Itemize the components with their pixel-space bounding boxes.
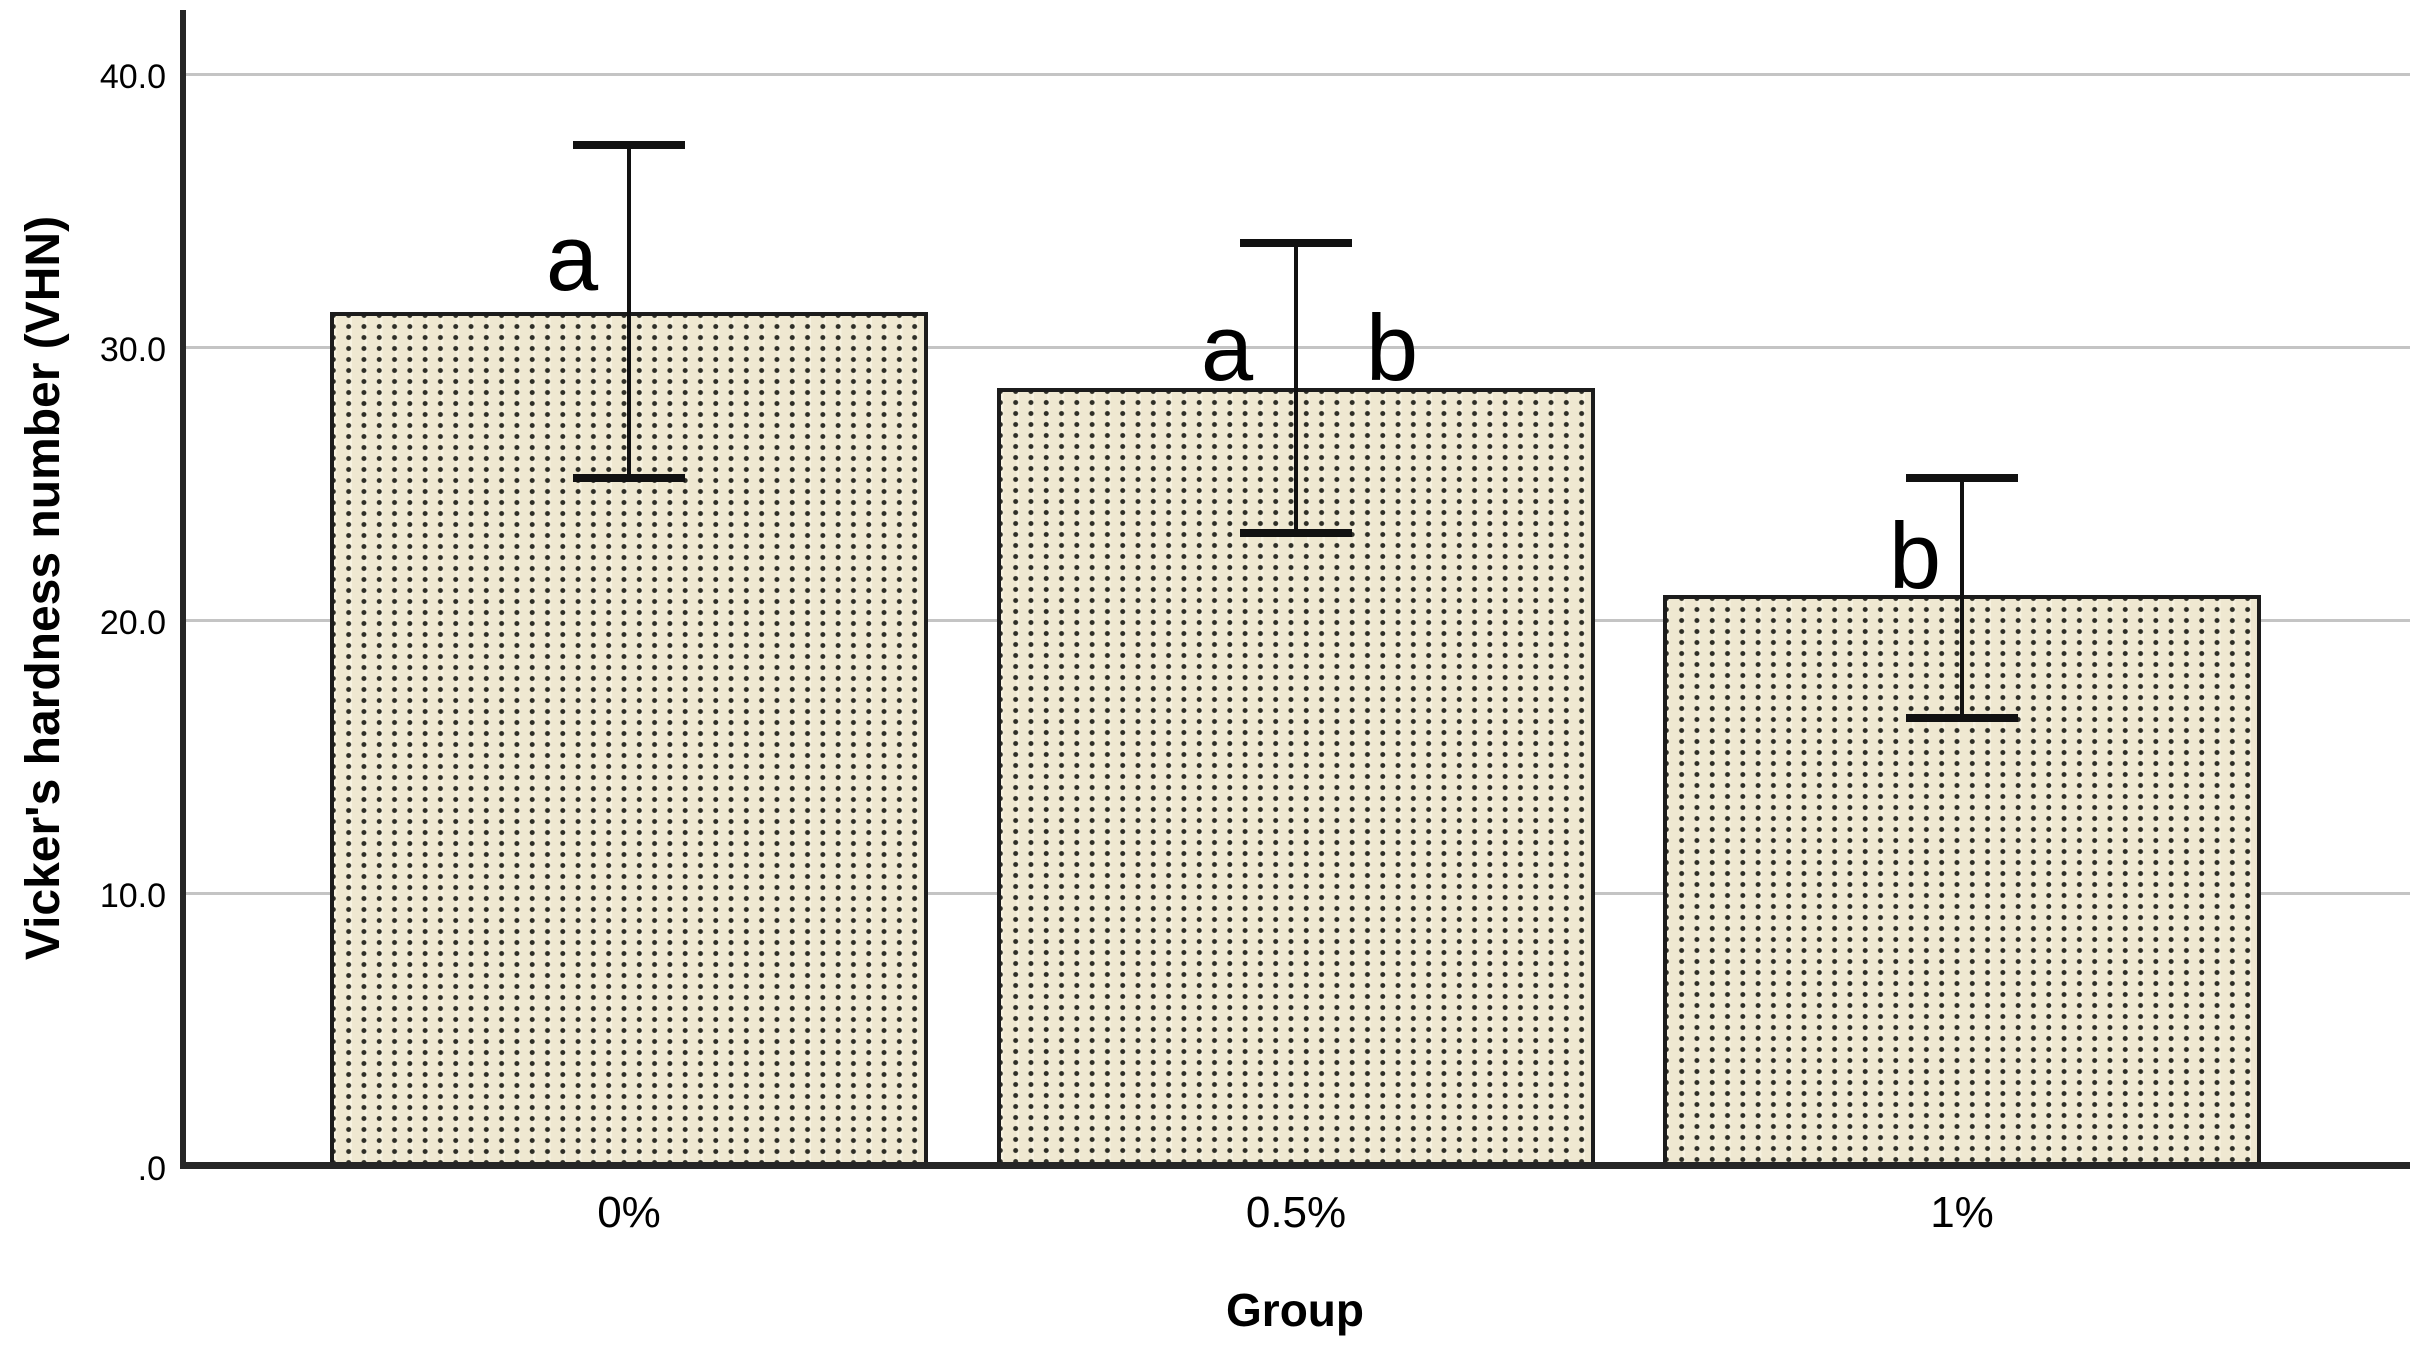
significance-letter: a [1200,295,1254,400]
error-bar-line [1960,478,1964,718]
y-axis-title: Vicker's hardness number (VHN) [17,215,70,961]
error-bar-cap-top [1240,239,1352,247]
x-tick-label: 0.5% [1245,1188,1347,1237]
error-bar-line [627,145,631,478]
significance-letter: a [545,205,599,310]
y-tick-label: 10.0 [99,877,166,915]
y-tick-label: .0 [137,1150,166,1188]
error-bar-cap-top [1906,474,2018,482]
y-tick-label: 20.0 [99,604,166,642]
x-tick-label: 0% [597,1188,661,1237]
error-bar-cap-bottom [1240,529,1352,537]
error-bar-cap-bottom [1906,714,2018,722]
x-axis-line [180,1162,2410,1169]
y-tick-label: 30.0 [99,331,166,369]
significance-letter: b [1365,295,1419,400]
y-tick-label: 40.0 [99,58,166,96]
error-bar-cap-bottom [573,474,685,482]
x-tick-label: 1% [1930,1188,1994,1237]
error-bar-cap-top [573,141,685,149]
error-bar-line [1294,243,1298,533]
y-gridline [183,73,2410,76]
significance-letter: b [1888,503,1942,608]
y-axis-line [180,10,186,1169]
x-axis-title: Group [1226,1284,1364,1336]
